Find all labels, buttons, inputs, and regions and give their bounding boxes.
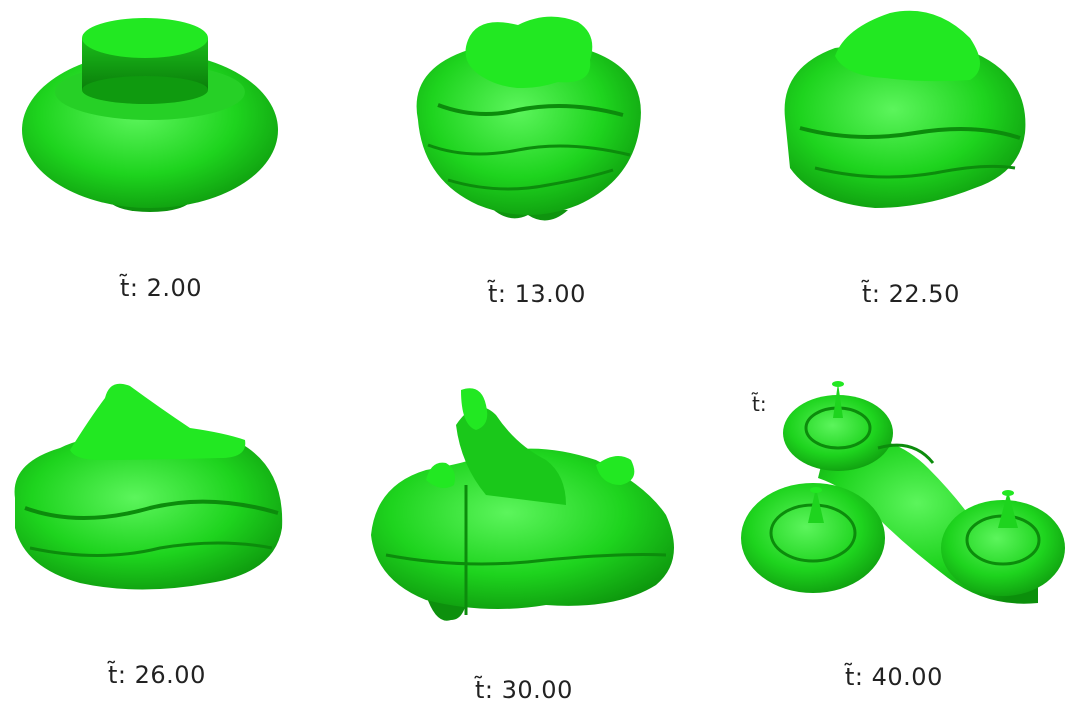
render-frame-2 (398, 10, 658, 230)
render-frame-6 (738, 378, 1068, 618)
time-label-1: t̃: 2.00 (120, 274, 203, 302)
render-frame-4 (10, 378, 290, 598)
time-label-2: t̃: 13.00 (488, 280, 586, 308)
stray-time-label: t̃: (752, 392, 767, 416)
render-frame-3 (775, 8, 1035, 218)
render-frame-1 (10, 10, 280, 220)
time-label-3: t̃: 22.50 (862, 280, 960, 308)
time-label-5: t̃: 30.00 (475, 676, 573, 704)
time-label-4: t̃: 26.00 (108, 661, 206, 689)
render-frame-5 (366, 385, 686, 630)
time-label-6: t̃: 40.00 (845, 663, 943, 691)
